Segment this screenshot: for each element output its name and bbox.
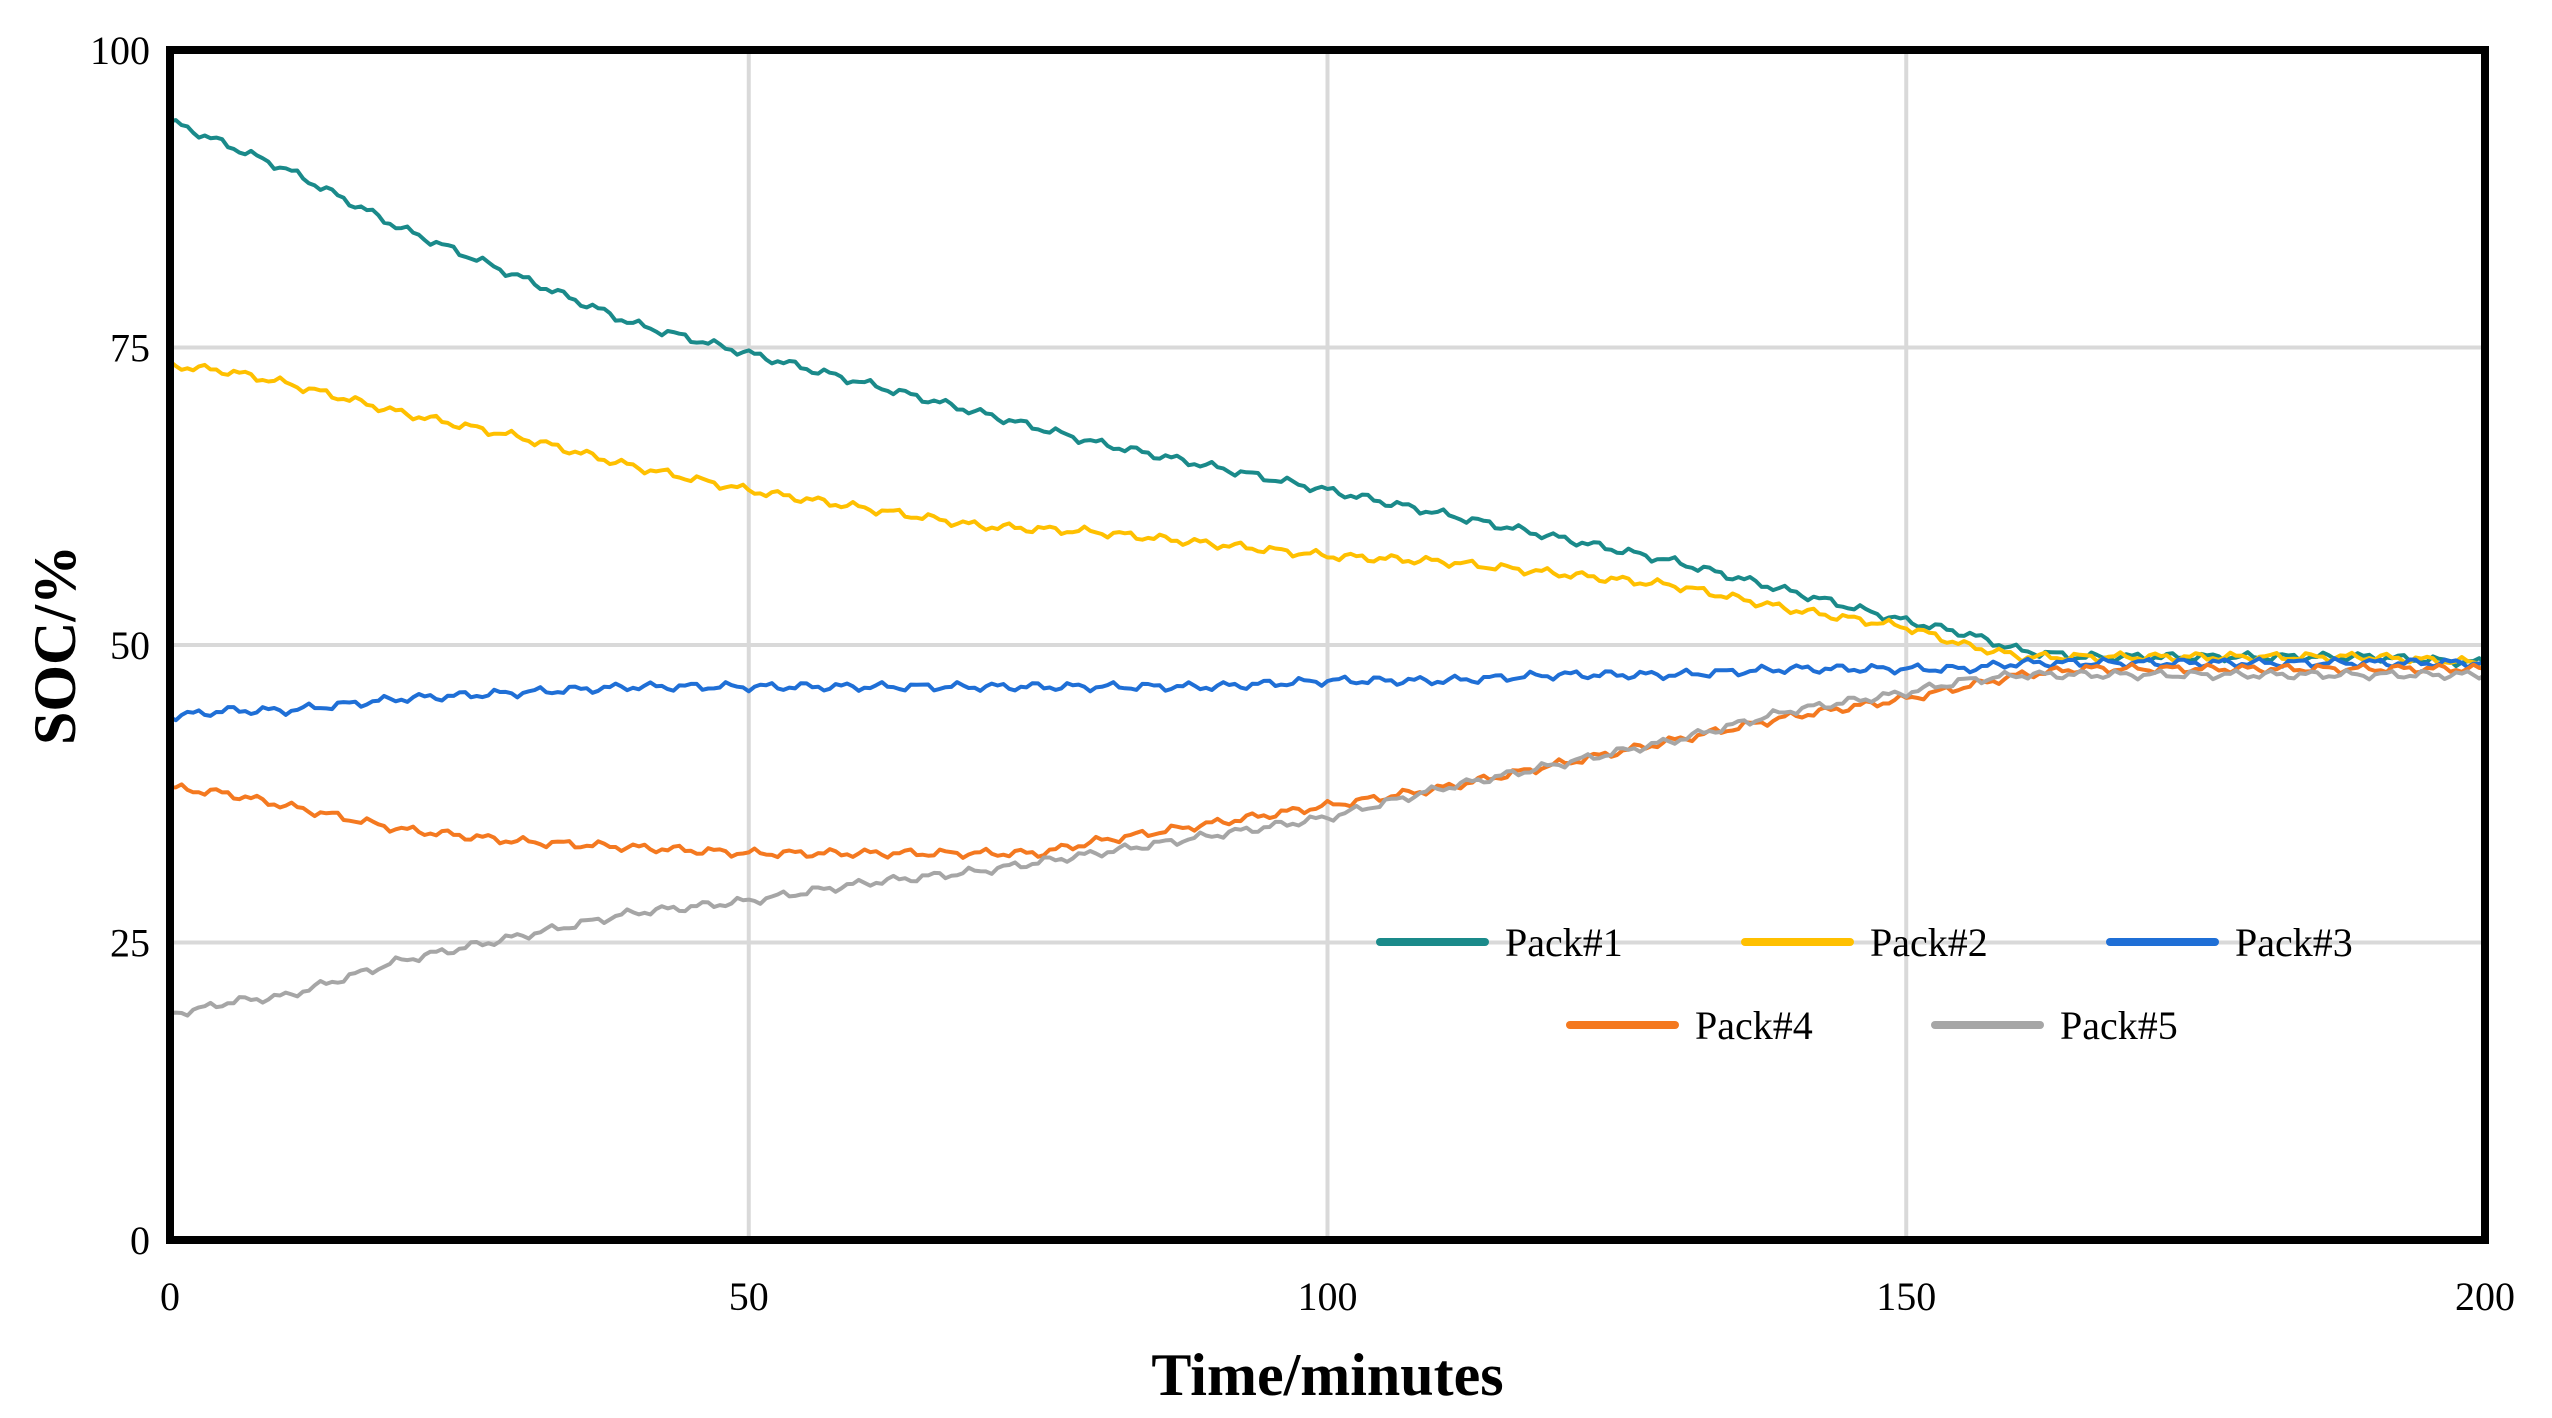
legend-label: Pack#4: [1695, 1003, 1813, 1048]
series-line-pack4: [168, 662, 2487, 860]
legend-item-pack4: Pack#4: [1566, 1003, 1813, 1048]
legend-label: Pack#5: [2060, 1003, 2178, 1048]
grid-layer: [168, 48, 2487, 1242]
series-layer: [168, 118, 2487, 1018]
tick-labels: 0 50 100 150 200 0 25 50 75 100: [90, 28, 2515, 1319]
legend-label: Pack#2: [1870, 920, 1988, 965]
legend-item-pack1: Pack#1: [1376, 920, 1623, 965]
legend-label: Pack#1: [1505, 920, 1623, 965]
y-tick-label: 100: [90, 28, 150, 73]
y-tick-label: 50: [110, 623, 150, 668]
series-line-pack3: [168, 656, 2487, 723]
legend-item-pack2: Pack#2: [1741, 920, 1988, 965]
x-axis-title: Time/minutes: [1151, 1342, 1503, 1408]
y-tick-label: 0: [130, 1218, 150, 1263]
x-tick-label: 0: [160, 1274, 180, 1319]
x-tick-label: 100: [1298, 1274, 1358, 1319]
legend-item-pack3: Pack#3: [2106, 920, 2353, 965]
x-tick-label: 50: [729, 1274, 769, 1319]
legend: Pack#1 Pack#2 Pack#3 Pack#4 Pack#5: [1376, 920, 2353, 1048]
y-tick-label: 75: [110, 326, 150, 371]
x-tick-label: 200: [2455, 1274, 2515, 1319]
y-axis-title: SOC/%: [22, 545, 88, 745]
legend-item-pack5: Pack#5: [1931, 1003, 2178, 1048]
plot-frame: [166, 46, 2489, 1244]
x-tick-label: 150: [1876, 1274, 1936, 1319]
series-line-pack1: [168, 118, 2487, 669]
series-line-pack5: [168, 668, 2487, 1018]
y-tick-label: 25: [110, 921, 150, 966]
legend-label: Pack#3: [2235, 920, 2353, 965]
